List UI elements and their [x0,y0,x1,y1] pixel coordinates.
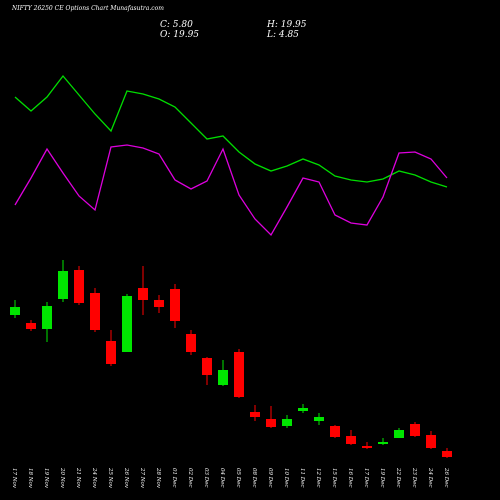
x-tick-label: 17 Nov [11,468,17,489]
indicator-line [14,144,448,237]
candle-body [362,446,372,448]
candle-body [330,426,340,437]
candle-body [122,296,132,352]
x-tick-label: 12 Dec [315,468,321,488]
open-info: O: 19.95 [160,30,199,40]
candle-body [266,419,276,427]
x-tick-label: 21 Nov [75,467,81,489]
candle-body [90,293,100,330]
candle-body [58,271,68,299]
x-tick-label: 17 Dec [363,468,369,488]
x-tick-label: 05 Dec [235,468,241,488]
close-info: C: 5.80 [160,20,193,30]
candle-body [314,417,324,421]
x-tick-label: 03 Dec [203,468,209,488]
candle-body [346,436,356,444]
candle-body [138,288,148,300]
candle-body [442,451,452,457]
x-tick-label: 16 Dec [347,468,353,488]
candle-body [426,435,436,448]
x-tick-label: 19 Dec [379,468,385,488]
x-tick-label: 27 Nov [139,467,145,489]
candle-body [74,270,84,303]
x-tick-label: 23 Dec [411,467,417,488]
candle-body [410,424,420,436]
candle-body [234,352,244,397]
x-tick-label: 20 Nov [59,467,65,489]
candle-body [170,289,180,321]
candle-body [26,323,36,329]
x-tick-label: 09 Dec [267,468,273,488]
candle-body [298,408,308,411]
x-tick-label: 11 Dec [299,468,305,488]
x-tick-label: 25 Nov [107,467,113,489]
x-tick-label: 26 Dec [443,467,449,488]
candle-body [106,341,116,364]
candle-body [186,334,196,352]
high-info: H: 19.95 [266,20,307,30]
x-tick-label: 28 Nov [155,467,161,489]
x-tick-label: 22 Dec [395,467,401,488]
candle-body [394,430,404,438]
candle-body [218,370,228,385]
x-tick-label: 26 Nov [123,467,129,489]
x-tick-label: 19 Nov [43,468,49,489]
x-tick-label: 24 Dec [427,467,433,488]
candle-body [250,412,260,417]
x-tick-label: 15 Dec [331,468,337,488]
x-tick-label: 04 Dec [219,468,225,488]
candle-body [42,306,52,329]
x-tick-label: 24 Nov [91,467,97,489]
chart-title: NIFTY 26250 CE Options Chart Munafasutra… [11,5,164,12]
candle-body [154,300,164,307]
low-info: L: 4.85 [266,30,299,40]
candle-body [378,442,388,444]
x-tick-label: 18 Nov [27,468,33,489]
candle-body [282,419,292,426]
x-tick-label: 01 Dec [171,468,177,488]
x-tick-label: 10 Dec [283,468,289,488]
candle-body [202,358,212,375]
x-tick-label: 02 Dec [187,468,193,488]
x-tick-label: 08 Dec [251,468,257,488]
candle-body [10,307,20,315]
indicator-line [14,74,448,188]
